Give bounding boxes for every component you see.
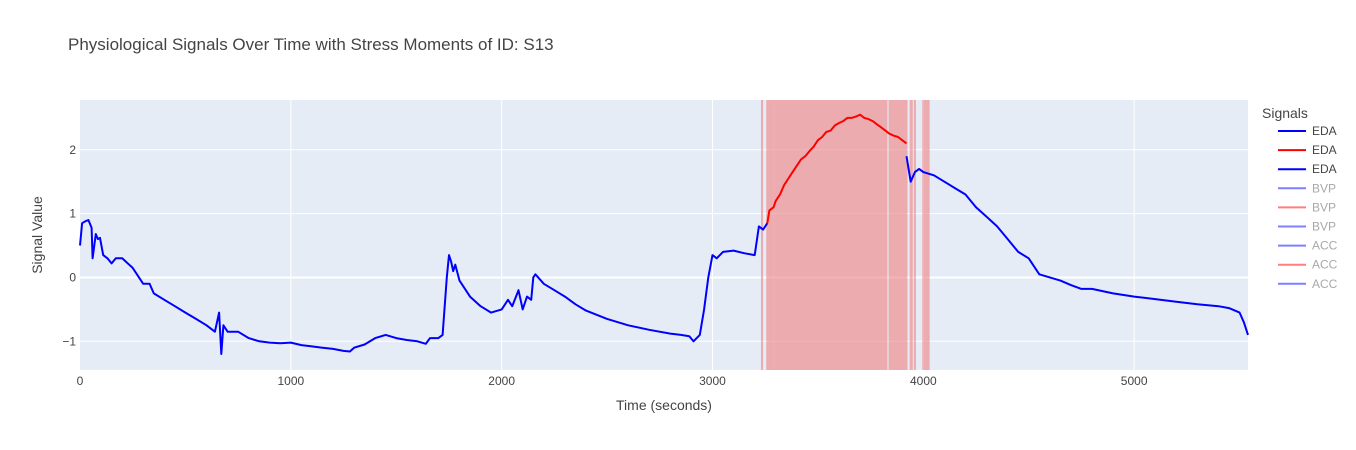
x-tick-label: 0 <box>77 374 84 388</box>
legend-item[interactable]: BVP <box>1278 200 1336 214</box>
y-tick-label: −1 <box>62 334 76 348</box>
x-tick-labels: 0 1000 2000 3000 4000 5000 <box>77 374 1148 388</box>
chart-title: Physiological Signals Over Time with Str… <box>68 35 554 54</box>
x-tick-label: 1000 <box>277 374 304 388</box>
legend-label[interactable]: BVP <box>1312 200 1336 214</box>
stress-band <box>760 100 764 370</box>
stress-band <box>888 100 908 370</box>
series-line-baseline <box>79 219 769 355</box>
y-axis-title: Signal Value <box>29 196 45 274</box>
y-tick-labels: −1 0 1 2 <box>62 143 76 348</box>
legend[interactable]: EDA EDA EDA BVP BVP BVP ACC ACC ACC <box>1278 124 1338 291</box>
x-axis-title: Time (seconds) <box>616 397 712 413</box>
legend-item[interactable]: ACC <box>1278 277 1338 291</box>
legend-label[interactable]: EDA <box>1312 124 1337 138</box>
stress-bands <box>760 100 930 370</box>
stress-band <box>913 100 916 370</box>
stress-band <box>922 100 930 370</box>
legend-title: Signals <box>1262 105 1308 121</box>
stress-band <box>773 100 888 370</box>
legend-item[interactable]: ACC <box>1278 239 1338 253</box>
legend-item[interactable]: BVP <box>1278 220 1336 234</box>
series-lines <box>79 113 1249 355</box>
y-tick-label: 2 <box>69 143 76 157</box>
x-tick-label: 4000 <box>910 374 937 388</box>
legend-item[interactable]: EDA <box>1278 143 1337 157</box>
legend-label[interactable]: ACC <box>1312 277 1338 291</box>
x-tick-label: 5000 <box>1121 374 1148 388</box>
x-tick-label: 2000 <box>488 374 515 388</box>
y-tick-label: 1 <box>69 207 76 221</box>
series-line-baseline <box>905 156 1249 336</box>
legend-label[interactable]: EDA <box>1312 143 1337 157</box>
legend-item[interactable]: EDA <box>1278 162 1337 176</box>
stress-band <box>766 100 774 370</box>
legend-item[interactable]: BVP <box>1278 181 1336 195</box>
series-line-stress <box>766 113 908 224</box>
stress-band <box>909 100 913 370</box>
legend-label[interactable]: BVP <box>1312 181 1336 195</box>
legend-label[interactable]: ACC <box>1312 258 1338 272</box>
legend-label[interactable]: BVP <box>1312 220 1336 234</box>
legend-label[interactable]: EDA <box>1312 162 1337 176</box>
x-tick-label: 3000 <box>699 374 726 388</box>
plot-area <box>80 100 1248 370</box>
y-tick-label: 0 <box>69 270 76 284</box>
legend-item[interactable]: EDA <box>1278 124 1337 138</box>
legend-label[interactable]: ACC <box>1312 239 1338 253</box>
legend-item[interactable]: ACC <box>1278 258 1338 272</box>
